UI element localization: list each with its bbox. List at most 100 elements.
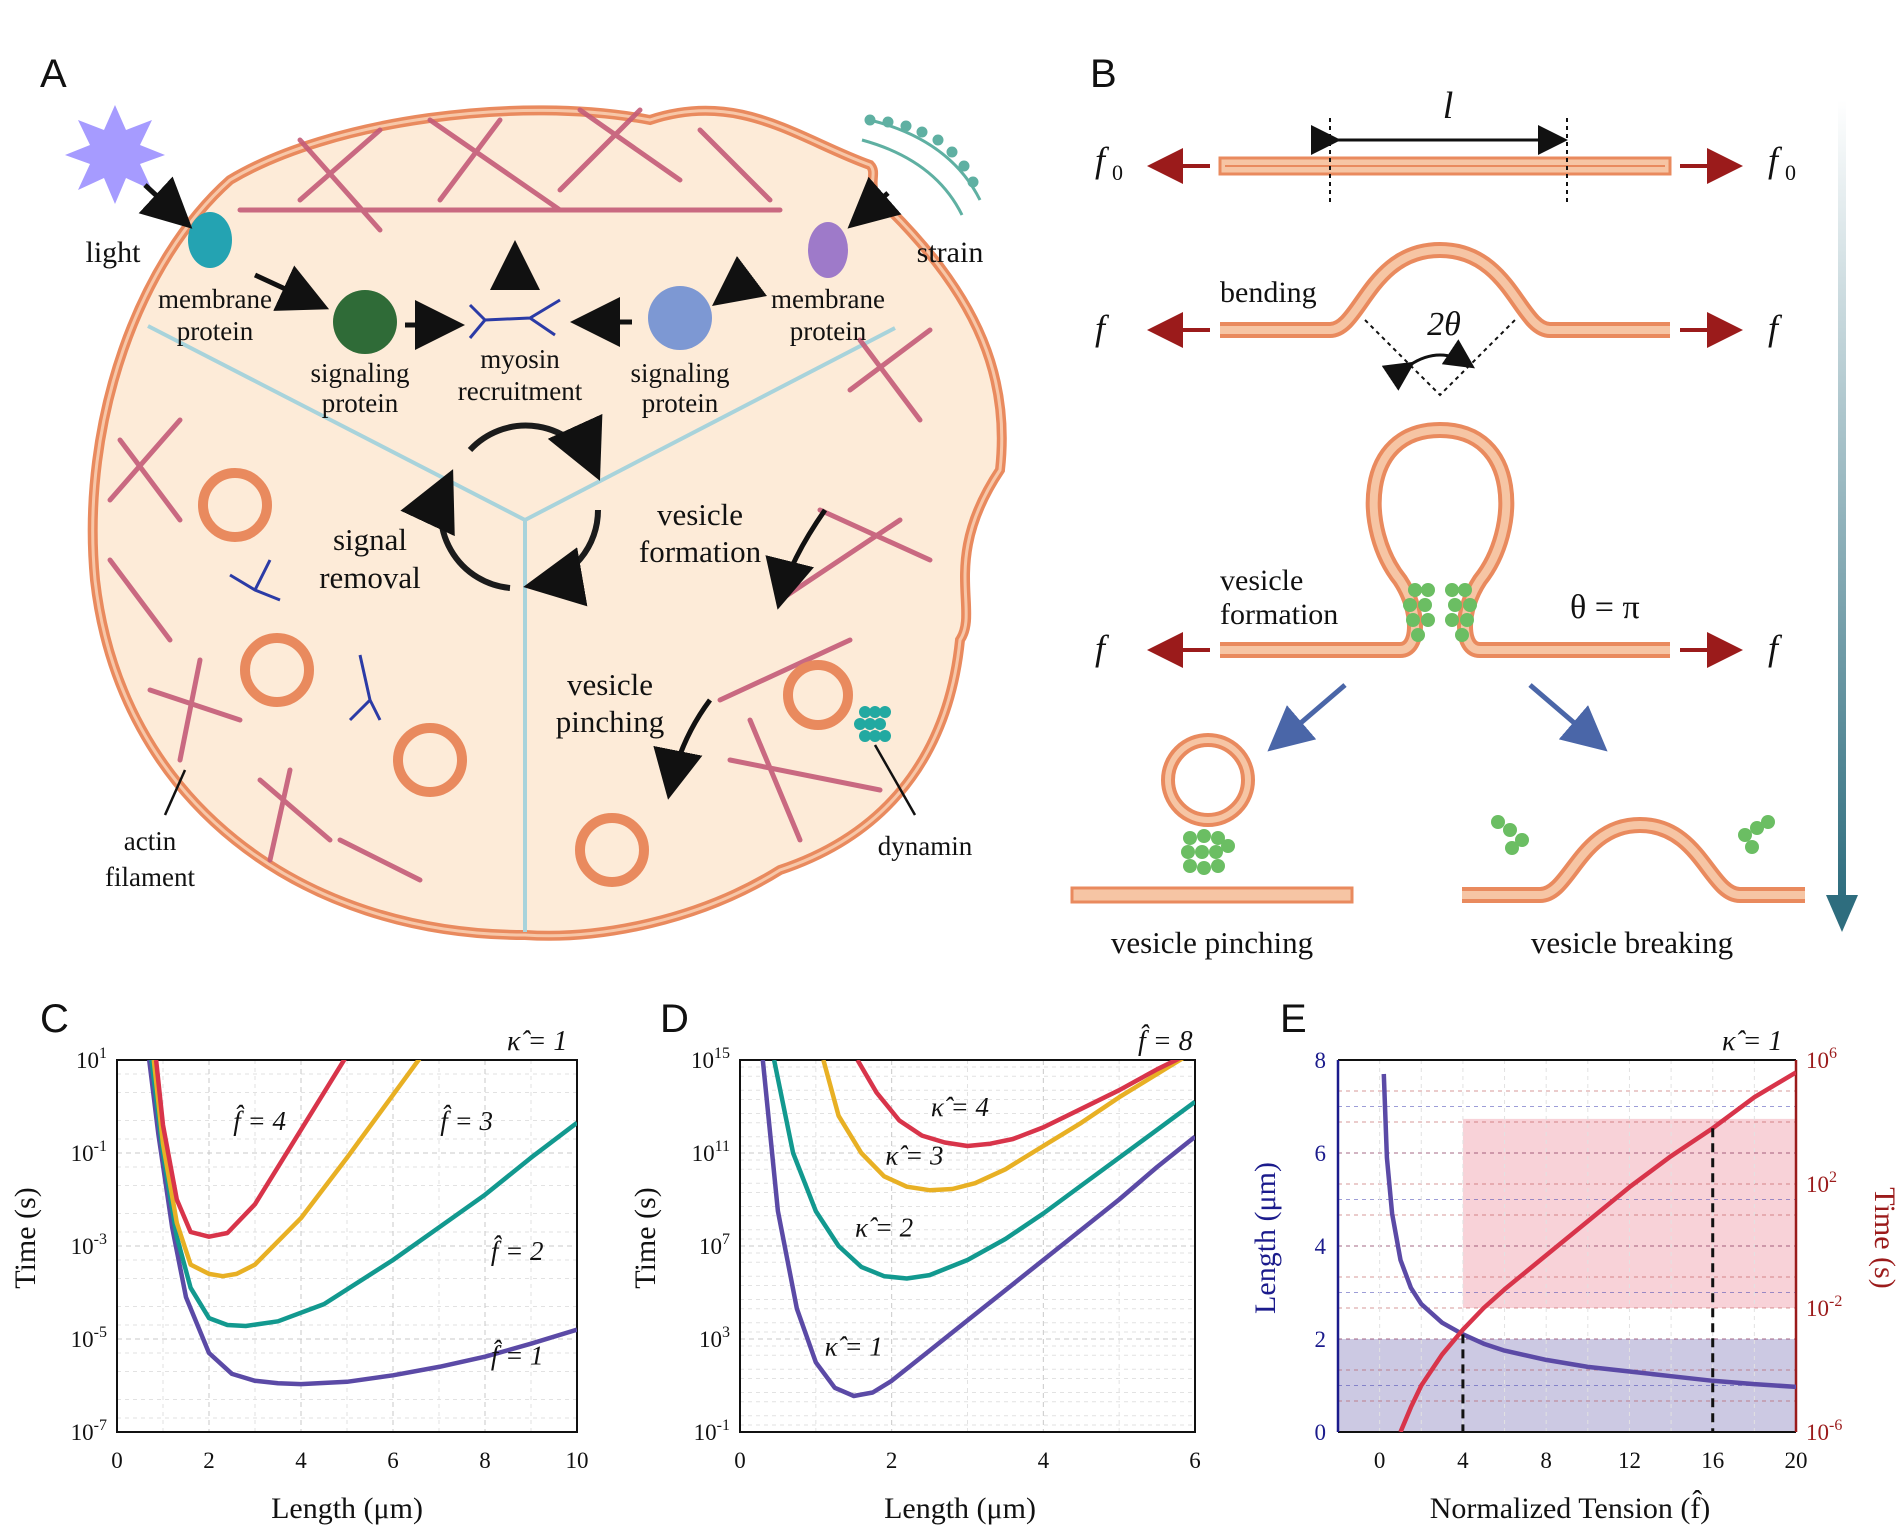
outcome-arrow-breaking (1528, 683, 1608, 752)
chart-e-time-line (1398, 1070, 1796, 1432)
label-actin-2: filament (105, 862, 195, 892)
chart-e-right-tick-label: 106 (1806, 1045, 1837, 1073)
dynamin-ring-icon (1403, 583, 1477, 642)
label-vesicle-formation-a-1: vesicle (657, 497, 743, 532)
chart-c-x-tick-label: 0 (111, 1448, 123, 1473)
chart-e-annotation: κ̂ = 1 (1722, 1026, 1782, 1057)
label-vesicle-formation-a-2: formation (639, 534, 762, 569)
f-right-2: f (1768, 308, 1783, 348)
chart-d-x-tick-label: 0 (734, 1448, 746, 1473)
label-strain: strain (917, 236, 984, 269)
label-signaling-right-2: protein (642, 388, 719, 418)
label-membrane-protein-right-1: membrane (771, 284, 885, 314)
angle-label: 2θ (1427, 306, 1461, 343)
chart-e-x-tick-label: 8 (1540, 1448, 1552, 1473)
lipid-bilayer-icon (861, 114, 982, 216)
chart-c-annotation: κ̂ = 1 (507, 1026, 567, 1057)
panel-b: B l f 0 f 0 2θ bending f f (1070, 52, 1858, 960)
chart-c-series-label-1: f̂ = 1 (491, 1340, 544, 1371)
chart-d-series-label-4: κ̂ = 4 (931, 1092, 989, 1122)
f0-left: f (1095, 140, 1110, 180)
label-signal-removal-1: signal (333, 522, 407, 557)
label-signaling-right-1: signaling (631, 358, 730, 388)
panel-a: A (40, 52, 1007, 941)
signaling-protein-icon-right (648, 286, 712, 350)
membrane-protein-icon-left (188, 212, 232, 268)
vesicles (198, 468, 853, 887)
timeline-arrow-shaft (1838, 100, 1846, 900)
chart-e-right-tick-label: 10-6 (1806, 1417, 1842, 1445)
membrane-protein-icon-right (808, 222, 848, 278)
actin-filaments (107, 107, 933, 883)
f-right-3: f (1768, 628, 1783, 668)
chart-d-annotation: f̂ = 8 (1138, 1025, 1193, 1057)
chart-d-series-line-4 (855, 1060, 1182, 1149)
chart-c-y-tick-label: 101 (76, 1045, 107, 1073)
cell-membrane-inner (91, 108, 1004, 938)
chart-e-left-tick-label: 0 (1315, 1420, 1327, 1445)
chart-c-series-label-4: f̂ = 4 (233, 1105, 286, 1136)
chart-e-ylabel-left: Length (μm) (1249, 1162, 1282, 1314)
f-left-3: f (1095, 628, 1110, 668)
label-membrane-protein-left-2: protein (177, 316, 254, 346)
chart-d-y-tick-label: 103 (699, 1324, 730, 1352)
label-vesicle-pinching-b: vesicle pinching (1111, 925, 1313, 960)
chart-c-x-tick-label: 10 (566, 1448, 589, 1473)
released-dynamin-icon (1181, 829, 1235, 875)
signaling-protein-icon-left (333, 290, 397, 354)
chart-e-x-tick-label: 0 (1374, 1448, 1386, 1473)
chart-e-right-tick-label: 102 (1806, 1169, 1837, 1197)
chart-e-x-tick-label: 16 (1701, 1448, 1724, 1473)
label-actin-1: actin (124, 826, 177, 856)
chart-e-series-group (1381, 1070, 1796, 1432)
panel-label-c: C (40, 997, 69, 1041)
chart-c-x-tick-label: 8 (479, 1448, 491, 1473)
chart-c-plot: 0 2 4 6 8 10 101 10-1 10-3 10-5 10-7 f̂ = 1 f̂ = 2 f̂… (71, 1045, 589, 1473)
chart-d-series-label-1: κ̂ = 1 (825, 1331, 883, 1361)
chart-c-x-tick-label: 4 (295, 1448, 307, 1473)
label-membrane-protein-left-1: membrane (158, 284, 272, 314)
label-vesicle-formation-b-1: vesicle (1220, 564, 1303, 597)
length-symbol: l (1443, 85, 1454, 127)
label-bending: bending (1220, 276, 1317, 309)
chart-d-y-tick-label: 1011 (692, 1138, 730, 1166)
membrane-bending-inner (1220, 245, 1670, 334)
f0-left-sub: 0 (1112, 160, 1123, 185)
chart-e-x-tick-label: 4 (1457, 1448, 1469, 1473)
chart-d-y-tick-label: 107 (699, 1231, 730, 1259)
timeline-arrow-head (1826, 895, 1858, 932)
chart-e-left-tick-label: 8 (1315, 1048, 1327, 1073)
panel-c: C κ̂ = 1 0 2 4 6 8 10 101 10-1 10-3 10-5 10-7 f̂ = … (9, 997, 589, 1525)
label-myosin-2: recruitment (458, 376, 583, 406)
chart-c-xlabel: Length (μm) (271, 1492, 423, 1525)
membrane-omega-inner (1220, 425, 1670, 654)
membrane-straight (1218, 156, 1672, 176)
label-vesicle-formation-b-2: formation (1220, 598, 1338, 631)
label-signal-removal-2: removal (319, 560, 421, 595)
chart-c-y-tick-label: 10-3 (71, 1231, 107, 1259)
chart-e-x-tick-label: 12 (1618, 1448, 1641, 1473)
label-light: light (85, 236, 141, 269)
panel-label-b: B (1090, 52, 1117, 96)
chart-e-xlabel: Normalized Tension (f̂) (1430, 1490, 1711, 1525)
chart-c-ylabel: Time (s) (9, 1187, 42, 1288)
dynamin-pointer (873, 744, 917, 816)
chart-c-series-label-2: f̂ = 2 (491, 1235, 544, 1266)
chart-e-length-region (1338, 1339, 1796, 1432)
panel-label-d: D (660, 997, 689, 1041)
label-signaling-left-1: signaling (311, 358, 410, 388)
f0-right: f (1768, 140, 1783, 180)
dissociated-dynamin-icon (1491, 815, 1775, 855)
chart-c-x-tick-label: 6 (387, 1448, 399, 1473)
actin-pointer (163, 769, 187, 816)
membrane-flat-pinching (1070, 886, 1354, 904)
chart-c-series-line-4 (153, 1060, 347, 1239)
chart-c-series-group (146, 1060, 577, 1387)
chart-c-series-line-3 (151, 1060, 422, 1279)
chart-e-right-tick-label: 10-2 (1806, 1293, 1842, 1321)
membrane-breaking-inner (1462, 820, 1805, 899)
chart-e-ylabel-right: Time (s) (1868, 1187, 1898, 1288)
label-myosin-1: myosin (480, 344, 560, 374)
chart-d-ylabel: Time (s) (629, 1187, 662, 1288)
